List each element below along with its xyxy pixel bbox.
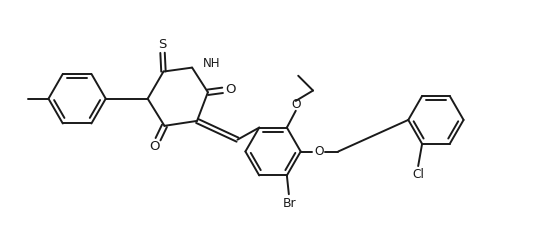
Text: S: S	[158, 38, 166, 51]
Text: O: O	[149, 140, 160, 153]
Text: O: O	[225, 83, 236, 96]
Text: O: O	[315, 145, 324, 158]
Text: Br: Br	[283, 197, 296, 210]
Text: O: O	[291, 98, 301, 111]
Text: Cl: Cl	[412, 168, 424, 181]
Text: NH: NH	[203, 57, 220, 70]
